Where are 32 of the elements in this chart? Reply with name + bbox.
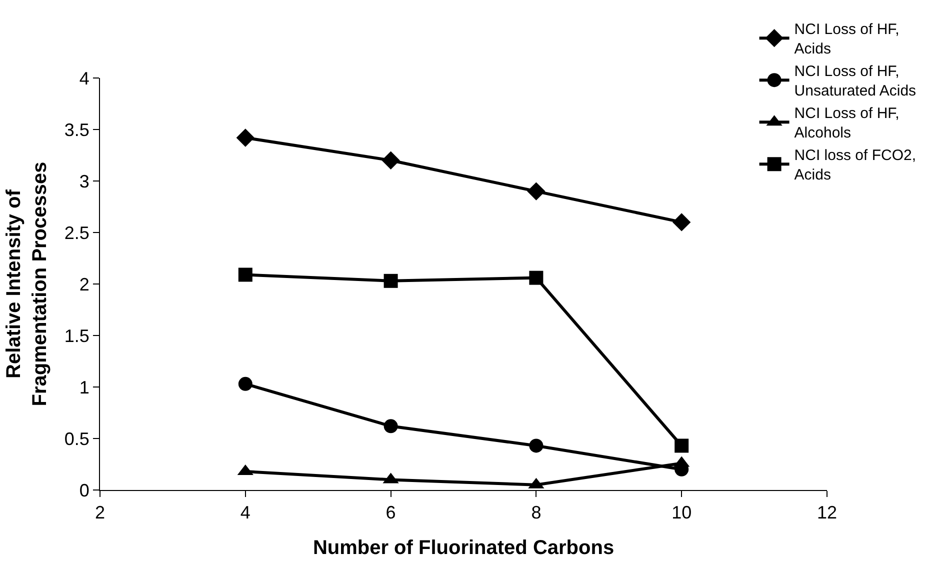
point xyxy=(382,151,400,170)
y-tick-label: 3 xyxy=(79,171,90,192)
y-tick-label: 1.5 xyxy=(64,326,90,346)
y-tick-label: 3.5 xyxy=(64,120,90,140)
x-tick-label: 6 xyxy=(386,502,396,523)
x-tick-label: 8 xyxy=(531,502,542,523)
legend-label: NCI Loss of HF, Alcohols xyxy=(794,105,900,142)
point xyxy=(236,128,254,147)
y-tick-label: 0.5 xyxy=(64,428,90,449)
point xyxy=(527,182,546,200)
legend-label: NCI loss of FCO2, Acids xyxy=(794,147,916,184)
x-tick-label: 2 xyxy=(94,502,106,523)
y-tick-label: 1 xyxy=(79,377,90,398)
x-tick-label: 4 xyxy=(240,502,250,523)
point xyxy=(674,438,689,453)
y-tick-label: 2 xyxy=(79,274,90,294)
legend-label: NCI Loss of HF, Acids xyxy=(794,21,900,58)
point xyxy=(384,419,398,434)
point xyxy=(672,213,691,232)
point xyxy=(384,274,398,288)
x-tick-label: 10 xyxy=(672,502,692,523)
point xyxy=(238,268,252,282)
point xyxy=(529,270,544,285)
legend-label: NCI Loss of HF, Unsaturated Acids xyxy=(794,63,916,100)
y-tick-label: 2.5 xyxy=(64,222,90,243)
y-axis-title: Relative Intensity of Fragmentation Processes xyxy=(2,162,51,406)
x-axis-title: Number of Fluorinated Carbons xyxy=(312,537,614,560)
point xyxy=(238,376,252,391)
y-tick-label: 0 xyxy=(79,480,90,500)
x-tick-label: 12 xyxy=(816,502,838,523)
point xyxy=(529,438,544,453)
y-tick-label: 4 xyxy=(79,68,90,88)
